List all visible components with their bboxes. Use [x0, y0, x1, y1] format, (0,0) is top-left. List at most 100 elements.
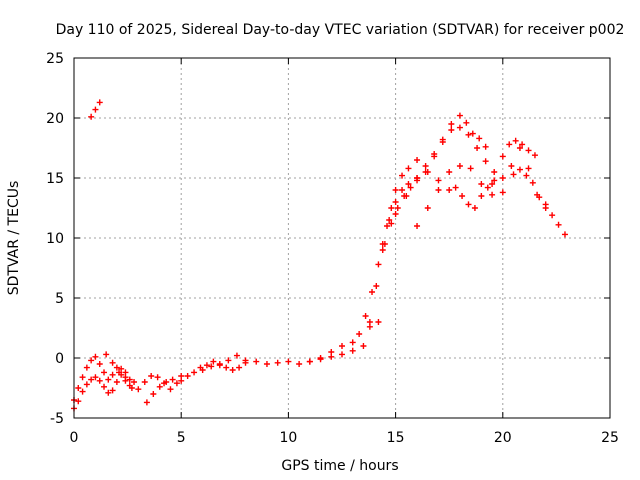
y-axis-label: SDTVAR / TECUs [6, 181, 22, 296]
data-point [375, 261, 382, 268]
data-point [478, 193, 485, 199]
data-point [467, 165, 474, 172]
data-point [88, 376, 95, 383]
data-point [75, 385, 82, 391]
data-point [422, 163, 429, 169]
data-point [465, 131, 472, 138]
data-point [375, 319, 382, 325]
data-point [476, 135, 483, 142]
data-point [484, 184, 491, 191]
data-point [96, 377, 103, 384]
data-point [516, 166, 523, 173]
data-point [141, 379, 148, 385]
data-point [92, 106, 99, 113]
data-point [508, 163, 515, 169]
data-point [83, 381, 90, 388]
x-tick-label: 25 [601, 430, 619, 446]
data-point [465, 201, 472, 208]
y-tick-label: 25 [46, 51, 64, 67]
data-point [96, 99, 103, 106]
data-point [122, 377, 129, 384]
data-point [128, 385, 135, 391]
data-point [83, 364, 90, 371]
y-tick-label: 15 [46, 171, 64, 187]
data-point [561, 231, 568, 238]
data-point [210, 358, 217, 365]
data-point [525, 147, 532, 154]
data-point [506, 141, 513, 148]
data-point [482, 158, 489, 165]
data-point [414, 175, 421, 181]
data-point [349, 347, 356, 354]
data-point [531, 152, 538, 159]
data-point [392, 187, 399, 193]
data-point [510, 171, 517, 178]
y-tick-label: 10 [46, 231, 64, 247]
data-point [519, 141, 526, 148]
x-tick-label: 10 [279, 430, 297, 446]
data-point [156, 383, 163, 390]
data-point [92, 353, 99, 360]
data-point [339, 351, 345, 358]
data-point [113, 364, 120, 371]
data-point [381, 241, 388, 247]
y-tick-label: -5 [50, 411, 64, 427]
data-point [499, 175, 506, 181]
data-point [474, 145, 481, 151]
data-point [435, 187, 442, 193]
data-point [499, 153, 506, 160]
data-point [88, 113, 95, 120]
data-point [388, 220, 395, 227]
data-point [306, 358, 313, 365]
data-point [225, 357, 232, 364]
data-point [285, 358, 292, 365]
data-point [424, 205, 431, 211]
data-point [369, 289, 376, 295]
data-point [482, 143, 489, 150]
data-point [88, 357, 95, 364]
data-point [366, 323, 373, 330]
data-point [101, 369, 108, 376]
data-point [203, 362, 210, 369]
data-point [79, 374, 86, 381]
data-point [435, 177, 442, 184]
data-point [349, 339, 356, 346]
x-tick-label: 0 [70, 430, 79, 446]
data-point [373, 283, 380, 289]
data-point [109, 371, 116, 378]
data-point [167, 386, 174, 393]
data-point [399, 172, 406, 179]
data-point [317, 355, 324, 361]
data-point [118, 365, 125, 372]
data-point [456, 112, 463, 119]
data-point [135, 386, 142, 393]
data-point [431, 151, 438, 157]
x-tick-label: 5 [177, 430, 186, 446]
data-point [263, 361, 270, 367]
data-point [394, 205, 401, 211]
data-points [71, 99, 568, 412]
data-point [446, 169, 453, 175]
data-point [233, 352, 240, 359]
y-tick-label: 0 [55, 351, 64, 367]
data-point [173, 380, 180, 387]
data-point [199, 367, 206, 373]
data-point [113, 379, 120, 385]
data-point [525, 165, 532, 172]
data-point [542, 205, 549, 211]
data-point [143, 399, 150, 406]
data-point [463, 119, 470, 126]
x-axis-label: GPS time / hours [281, 458, 398, 474]
data-point [399, 187, 406, 193]
data-point [379, 247, 386, 253]
data-point [392, 211, 399, 217]
data-point [491, 169, 498, 175]
data-point [126, 376, 133, 383]
data-point [296, 361, 303, 367]
data-point [448, 127, 455, 133]
data-point [414, 223, 421, 229]
data-point [191, 369, 198, 376]
data-point [131, 379, 138, 385]
